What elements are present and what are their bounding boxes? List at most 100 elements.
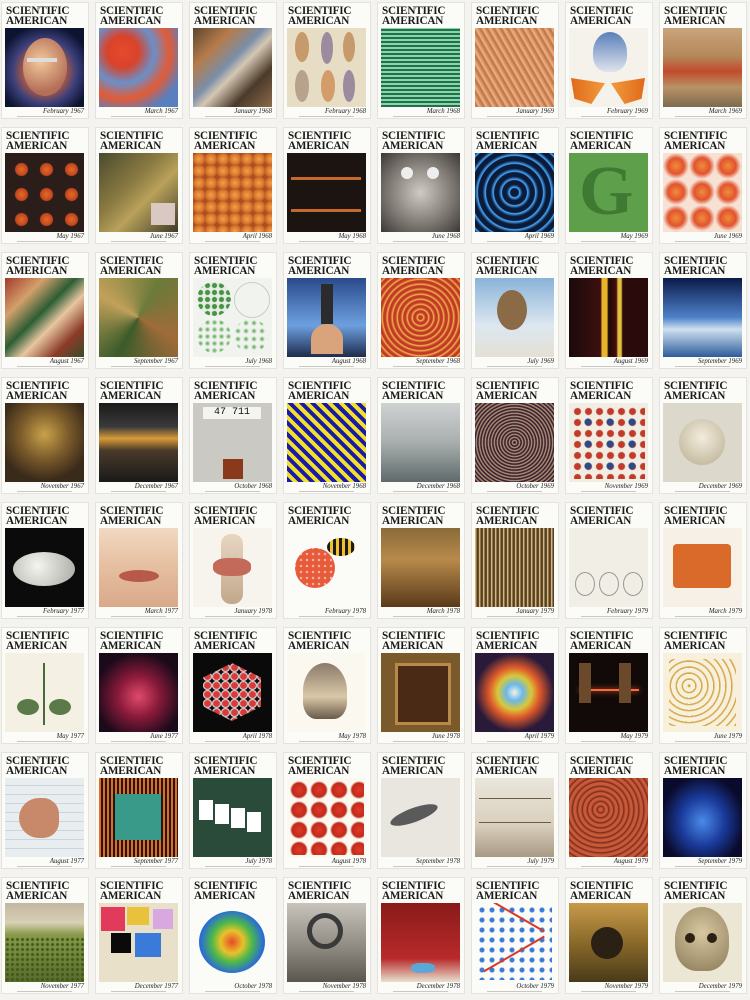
cover-artwork xyxy=(193,28,272,107)
issue-date: July 1969 xyxy=(527,358,554,365)
magazine-cover: SCIENTIFIC AMERICAN September 1978 xyxy=(377,752,465,869)
masthead: SCIENTIFIC AMERICAN xyxy=(194,380,276,401)
cover-rule xyxy=(581,991,636,992)
masthead: SCIENTIFIC AMERICAN xyxy=(476,505,558,526)
masthead: SCIENTIFIC AMERICAN xyxy=(382,505,464,526)
magazine-cover: SCIENTIFIC AMERICAN July 1979 xyxy=(471,752,559,869)
magazine-cover: SCIENTIFIC AMERICAN December 1979 xyxy=(659,877,747,994)
masthead-line1: SCIENTIFIC xyxy=(194,255,258,267)
masthead: SCIENTIFIC AMERICAN xyxy=(664,505,746,527)
cover-rule xyxy=(675,116,730,117)
issue-date: August 1967 xyxy=(49,358,84,365)
cover-artwork xyxy=(5,653,84,732)
masthead-line2: AMERICAN xyxy=(288,890,350,902)
masthead: SCIENTIFIC AMERICAN xyxy=(570,505,652,526)
masthead: SCIENTIFIC AMERICAN xyxy=(288,630,370,651)
masthead-line1: SCIENTIFIC xyxy=(6,505,70,517)
issue-date: June 1979 xyxy=(713,733,742,740)
magazine-cover: SCIENTIFIC AMERICAN February 1978 xyxy=(283,502,371,619)
masthead: SCIENTIFIC AMERICAN xyxy=(382,5,464,27)
masthead: SCIENTIFIC AMERICAN xyxy=(476,755,558,777)
masthead: SCIENTIFIC AMERICAN xyxy=(194,5,276,26)
cover-rule xyxy=(487,241,542,242)
masthead: SCIENTIFIC AMERICAN xyxy=(288,130,370,151)
magazine-cover: SCIENTIFIC AMERICAN February 1967 xyxy=(1,2,89,119)
magazine-cover: SCIENTIFIC AMERICAN G May 1969 xyxy=(565,127,653,244)
issue-date: October 1979 xyxy=(516,983,554,990)
masthead-line2: AMERICAN xyxy=(100,515,162,527)
cover-artwork xyxy=(475,403,554,482)
masthead: SCIENTIFIC AMERICAN xyxy=(476,255,558,276)
issue-date: September 1979 xyxy=(698,858,742,865)
cover-artwork xyxy=(99,153,178,232)
cover-rule xyxy=(111,866,166,867)
issue-date: February 1968 xyxy=(325,108,366,115)
issue-date: November 1979 xyxy=(604,983,648,990)
cover-artwork xyxy=(99,903,178,982)
masthead-line1: SCIENTIFIC xyxy=(288,880,352,892)
cover-artwork xyxy=(287,278,366,357)
issue-date: June 1978 xyxy=(431,733,460,740)
masthead-line1: SCIENTIFIC xyxy=(6,880,70,892)
issue-date: September 1969 xyxy=(698,358,742,365)
masthead-line1: SCIENTIFIC xyxy=(664,255,728,267)
magazine-cover: SCIENTIFIC AMERICAN January 1979 xyxy=(471,502,559,619)
masthead-line1: SCIENTIFIC xyxy=(382,380,446,392)
masthead-line2: AMERICAN xyxy=(288,15,350,27)
magazine-cover: SCIENTIFIC AMERICAN 47 711 October 1968 xyxy=(189,377,277,494)
cover-artwork xyxy=(5,778,84,857)
cover-rule xyxy=(111,241,166,242)
masthead: SCIENTIFIC AMERICAN xyxy=(6,630,88,651)
masthead-line2: AMERICAN xyxy=(570,890,632,902)
masthead-line1: SCIENTIFIC xyxy=(476,130,540,142)
masthead-line1: SCIENTIFIC xyxy=(476,755,540,767)
masthead-line2: AMERICAN xyxy=(664,515,726,527)
cover-artwork xyxy=(663,528,742,607)
masthead-line1: SCIENTIFIC xyxy=(476,630,540,642)
magazine-cover: SCIENTIFIC AMERICAN September 1979 xyxy=(659,752,747,869)
issue-date: February 1969 xyxy=(607,108,648,115)
cover-artwork xyxy=(5,153,84,232)
masthead-line2: AMERICAN xyxy=(6,890,68,902)
masthead: SCIENTIFIC AMERICAN xyxy=(476,630,558,651)
issue-date: November 1977 xyxy=(40,983,84,990)
magazine-cover: SCIENTIFIC AMERICAN February 1979 xyxy=(565,502,653,619)
masthead-line2: AMERICAN xyxy=(100,390,162,402)
cover-rule xyxy=(487,366,542,367)
cover-rule xyxy=(205,616,260,617)
magazine-cover: SCIENTIFIC AMERICAN April 1978 xyxy=(189,627,277,744)
masthead-line1: SCIENTIFIC xyxy=(100,630,164,642)
masthead: SCIENTIFIC AMERICAN xyxy=(664,255,746,276)
masthead-line1: SCIENTIFIC xyxy=(570,755,634,767)
issue-date: December 1979 xyxy=(698,983,742,990)
magazine-cover: SCIENTIFIC AMERICAN May 1978 xyxy=(283,627,371,744)
masthead-line1: SCIENTIFIC xyxy=(288,130,352,142)
magazine-cover: SCIENTIFIC AMERICAN October 1969 xyxy=(471,377,559,494)
cover-artwork xyxy=(287,153,366,232)
issue-date: December 1968 xyxy=(416,483,460,490)
masthead-line2: AMERICAN xyxy=(382,15,444,27)
cover-artwork: G xyxy=(569,153,648,232)
magazine-cover: SCIENTIFIC AMERICAN February 1977 xyxy=(1,502,89,619)
masthead-line2: AMERICAN xyxy=(664,640,726,652)
masthead: SCIENTIFIC AMERICAN xyxy=(382,380,464,401)
masthead-line1: SCIENTIFIC xyxy=(382,255,446,267)
masthead-line2: AMERICAN xyxy=(194,140,256,152)
cover-artwork xyxy=(475,278,554,357)
masthead-line2: AMERICAN xyxy=(382,640,444,652)
cover-artwork xyxy=(287,403,366,482)
masthead-line1: SCIENTIFIC xyxy=(382,630,446,642)
magazine-cover: SCIENTIFIC AMERICAN June 1967 xyxy=(95,127,183,244)
masthead-line1: SCIENTIFIC xyxy=(6,630,70,642)
masthead-line2: AMERICAN xyxy=(476,765,538,777)
masthead: SCIENTIFIC AMERICAN xyxy=(382,880,464,901)
masthead-line2: AMERICAN xyxy=(382,765,444,777)
cover-artwork xyxy=(663,153,742,232)
issue-date: June 1977 xyxy=(149,733,178,740)
magazine-cover: SCIENTIFIC AMERICAN October 1979 xyxy=(471,877,559,994)
magazine-cover: SCIENTIFIC AMERICAN March 1967 xyxy=(95,2,183,119)
cover-artwork xyxy=(5,28,84,107)
magazine-cover: SCIENTIFIC AMERICAN August 1977 xyxy=(1,752,89,869)
cover-artwork xyxy=(99,653,178,732)
